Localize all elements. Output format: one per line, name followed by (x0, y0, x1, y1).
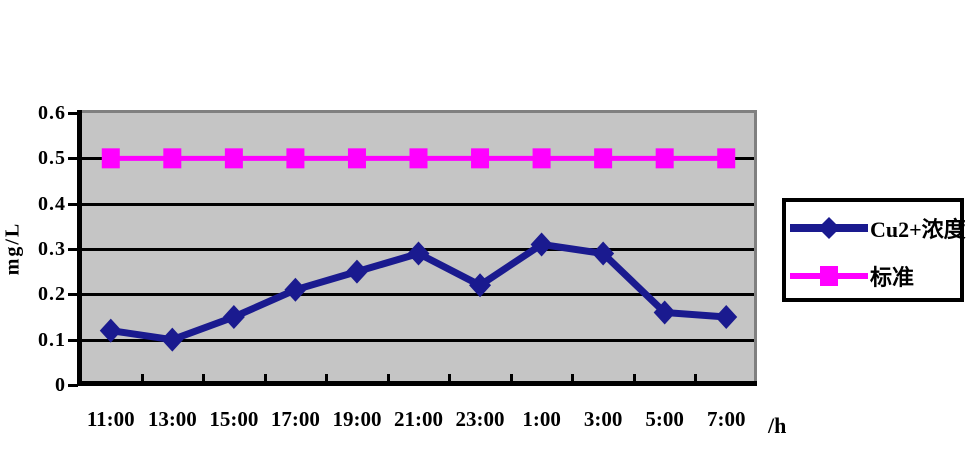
y-axis-tick-mark (68, 248, 78, 251)
legend-marker-cu2-concentration (790, 215, 868, 241)
series-1-marker-10 (717, 148, 736, 169)
plot-area (80, 113, 757, 385)
x-axis-tick-mark (448, 374, 452, 381)
y-axis-tick-mark (68, 338, 78, 342)
x-axis-tick-label: 7:00 (706, 407, 746, 431)
series-0-marker-8 (592, 241, 615, 266)
x-axis-tick-label: 17:00 (270, 407, 320, 431)
x-axis-line (77, 381, 757, 386)
x-axis-tick-label: 5:00 (645, 407, 684, 431)
legend-item-standard: 标准 (790, 254, 914, 298)
y-axis-line (77, 110, 82, 386)
series-0-marker-7 (530, 232, 553, 257)
x-axis-tick-mark (571, 374, 575, 381)
y-axis-tick-mark (68, 202, 78, 206)
legend-item-cu2-concentration: Cu2+浓度 (790, 202, 966, 254)
x-axis-tick-mark (632, 374, 636, 381)
series-1-marker-7 (532, 148, 551, 169)
y-axis-tick-mark (68, 293, 78, 297)
gridline (80, 202, 757, 206)
series-1-marker-0 (101, 148, 120, 169)
legend-marker-standard (790, 263, 868, 289)
legend: Cu2+浓度 标准 (782, 198, 966, 302)
series-0-marker-0 (99, 318, 122, 343)
series-0-marker-6 (469, 273, 492, 298)
y-axis-tick-mark (68, 112, 78, 115)
x-axis-unit-label: /h (768, 413, 787, 438)
gridline (80, 293, 757, 297)
series-0-marker-5 (407, 241, 430, 266)
x-axis-tick-mark (694, 374, 698, 381)
x-axis-tick-mark (263, 374, 267, 381)
x-axis-tick-mark (386, 374, 390, 381)
gridline (80, 338, 757, 342)
series-0-marker-9 (653, 300, 676, 325)
x-axis-tick-mark (325, 374, 329, 381)
series-0-marker-10 (715, 305, 738, 329)
series-0-marker-2 (222, 305, 245, 329)
series-1-marker-8 (594, 148, 613, 169)
y-axis-tick-label: 0.2 (38, 283, 66, 306)
x-axis-tick-label: 19:00 (332, 407, 382, 431)
series-1-marker-2 (224, 148, 243, 169)
y-axis-tick-label: 0.1 (38, 328, 66, 351)
y-axis-tick-mark (68, 157, 78, 161)
plot-right-shadow-edge (754, 110, 757, 386)
y-axis-tick-mark (68, 384, 78, 387)
x-axis-tick-label: 11:00 (86, 407, 135, 431)
series-0-marker-4 (345, 259, 368, 284)
x-axis-tick-label: 3:00 (583, 407, 623, 431)
legend-label-cu2-concentration: Cu2+浓度 (870, 217, 966, 242)
y-axis-tick-label: 0.6 (38, 102, 66, 124)
plot-top-shadow-edge (80, 110, 757, 113)
x-axis-tick-label: 1:00 (522, 407, 561, 431)
x-axis-tick-mark (140, 374, 144, 381)
series-1-marker-9 (655, 148, 674, 169)
plot-series-svg (99, 148, 738, 352)
series-1-marker-3 (286, 148, 305, 169)
x-axis-tick-label: 21:00 (394, 407, 443, 431)
series-1-marker-6 (471, 148, 490, 169)
series-1-marker-5 (409, 148, 428, 169)
x-axis-tick-label: 23:00 (455, 407, 505, 431)
x-axis-tick-label: 13:00 (147, 407, 197, 431)
y-axis-tick-label: 0.4 (38, 192, 66, 215)
y-axis-tick-label: 0.5 (38, 147, 66, 170)
x-axis-tick-mark (509, 374, 513, 381)
series-0-marker-3 (284, 277, 307, 302)
series-1-marker-4 (347, 148, 366, 169)
legend-label-standard: 标准 (870, 265, 915, 290)
series-1-marker-1 (163, 148, 182, 169)
x-axis-tick-mark (202, 374, 206, 381)
y-axis-tick-label: 0.3 (38, 238, 66, 260)
series-0-marker-1 (161, 327, 184, 352)
x-axis-tick-label: 15:00 (209, 407, 259, 431)
y-axis-tick-label: 0 (55, 374, 66, 396)
